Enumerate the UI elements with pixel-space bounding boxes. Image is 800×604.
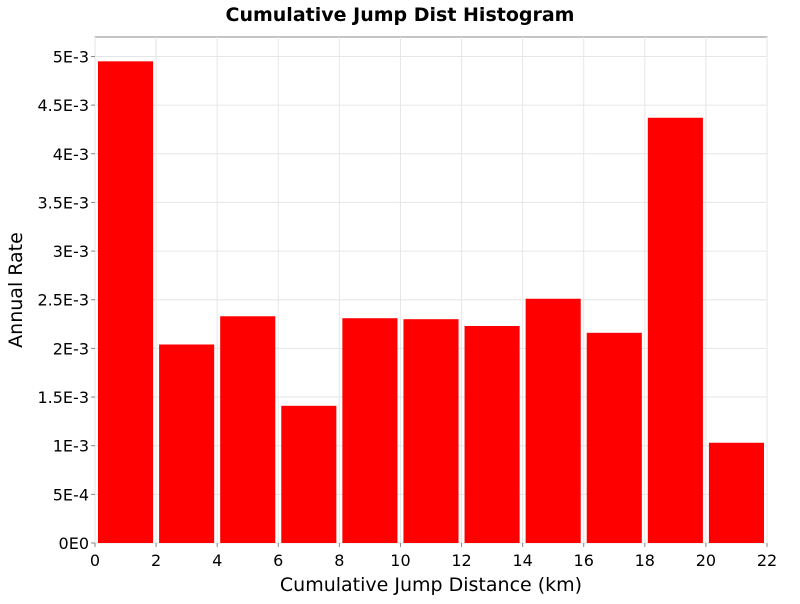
y-tick-label: 3E-3 — [53, 242, 89, 261]
x-tick-label: 6 — [273, 551, 283, 570]
x-tick-label: 10 — [390, 551, 410, 570]
chart-title: Cumulative Jump Dist Histogram — [226, 4, 575, 26]
y-tick-label: 2E-3 — [53, 339, 89, 358]
y-tick-label: 1E-3 — [53, 437, 89, 456]
y-tick-label: 5E-4 — [53, 485, 89, 504]
histogram-bar — [403, 319, 459, 543]
x-axis-label: Cumulative Jump Distance (km) — [280, 574, 582, 596]
x-tick-label: 18 — [635, 551, 655, 570]
x-tick-label: 4 — [212, 551, 222, 570]
x-tick-label: 2 — [151, 551, 161, 570]
histogram-bar — [159, 344, 215, 543]
histogram-bar — [708, 442, 764, 543]
histogram-bar — [342, 318, 398, 543]
y-tick-label: 1.5E-3 — [37, 388, 89, 407]
histogram-bar — [525, 298, 581, 543]
histogram-bar — [586, 332, 642, 543]
histogram-bar — [464, 326, 520, 543]
bars — [98, 61, 764, 543]
y-tick-label: 5E-3 — [53, 47, 89, 66]
x-tick-label: 12 — [451, 551, 471, 570]
y-tick-label: 2.5E-3 — [37, 291, 89, 310]
y-tick-label: 0E0 — [59, 534, 89, 553]
x-tick-label: 22 — [757, 551, 777, 570]
x-tick-label: 16 — [574, 551, 594, 570]
y-axis-ticks: 0E0 5E-4 1E-3 1.5E-3 2E-3 2.5E-3 3E-3 3.5E-3 4E-… — [37, 47, 95, 553]
x-tick-label: 14 — [512, 551, 532, 570]
x-tick-label: 20 — [696, 551, 716, 570]
y-tick-label: 3.5E-3 — [37, 193, 89, 212]
y-axis-label: Annual Rate — [5, 232, 27, 348]
x-tick-label: 8 — [334, 551, 344, 570]
histogram-bar — [281, 405, 337, 543]
x-axis-ticks: 0 2 4 6 8 10 12 14 16 18 20 22 — [90, 543, 777, 570]
y-tick-label: 4E-3 — [53, 145, 89, 164]
y-tick-label: 4.5E-3 — [37, 96, 89, 115]
histogram-bar — [98, 61, 154, 543]
histogram-bar — [647, 117, 703, 543]
x-tick-label: 0 — [90, 551, 100, 570]
histogram-bar — [220, 316, 276, 543]
